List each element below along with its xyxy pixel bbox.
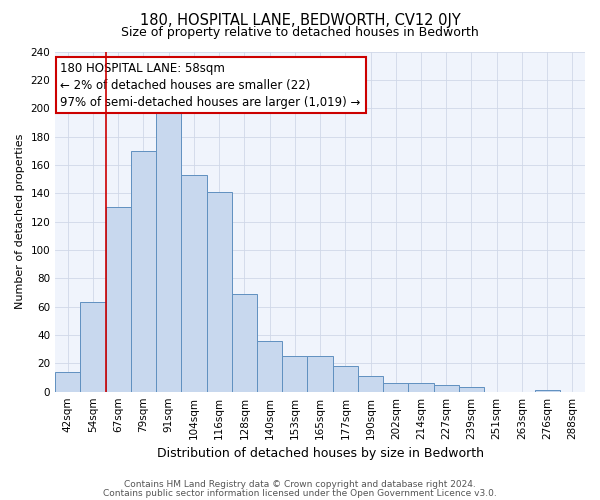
Bar xyxy=(232,294,257,392)
Bar xyxy=(282,356,307,392)
Text: 180 HOSPITAL LANE: 58sqm
← 2% of detached houses are smaller (22)
97% of semi-de: 180 HOSPITAL LANE: 58sqm ← 2% of detache… xyxy=(61,62,361,108)
Bar xyxy=(206,192,232,392)
Bar xyxy=(131,150,156,392)
Bar xyxy=(358,376,383,392)
Text: Contains public sector information licensed under the Open Government Licence v3: Contains public sector information licen… xyxy=(103,488,497,498)
Bar xyxy=(106,208,131,392)
Y-axis label: Number of detached properties: Number of detached properties xyxy=(15,134,25,310)
Bar xyxy=(55,372,80,392)
Text: 180, HOSPITAL LANE, BEDWORTH, CV12 0JY: 180, HOSPITAL LANE, BEDWORTH, CV12 0JY xyxy=(140,12,460,28)
Bar xyxy=(181,175,206,392)
Bar xyxy=(459,388,484,392)
Bar xyxy=(80,302,106,392)
Bar xyxy=(156,111,181,392)
Text: Contains HM Land Registry data © Crown copyright and database right 2024.: Contains HM Land Registry data © Crown c… xyxy=(124,480,476,489)
Bar xyxy=(434,384,459,392)
Bar xyxy=(257,340,282,392)
X-axis label: Distribution of detached houses by size in Bedworth: Distribution of detached houses by size … xyxy=(157,447,484,460)
Bar xyxy=(332,366,358,392)
Bar xyxy=(383,383,409,392)
Bar xyxy=(307,356,332,392)
Bar xyxy=(535,390,560,392)
Text: Size of property relative to detached houses in Bedworth: Size of property relative to detached ho… xyxy=(121,26,479,39)
Bar xyxy=(409,383,434,392)
